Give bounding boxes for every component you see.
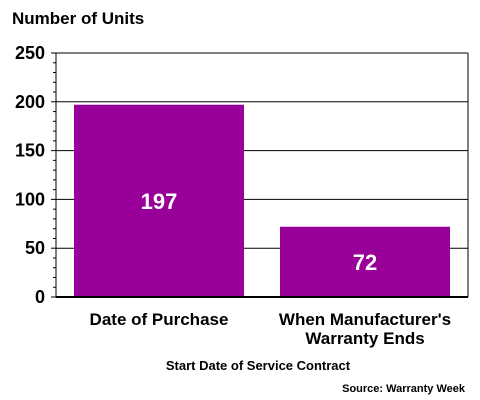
bars xyxy=(74,104,450,297)
x-category-labels: Date of Purchase When Manufacturer'sWarra… xyxy=(90,310,452,348)
y-tick-label: 200 xyxy=(15,92,45,112)
y-tick-label: 250 xyxy=(15,43,45,63)
y-tick-label: 0 xyxy=(35,287,45,307)
y-tick-label: 150 xyxy=(15,141,45,161)
data-label: 72 xyxy=(353,250,377,275)
x-category-label: When Manufacturer's xyxy=(279,310,451,329)
x-axis-title: Start Date of Service Contract xyxy=(166,358,351,373)
source-note: Source: Warranty Week xyxy=(342,383,466,395)
data-labels: 197 72 xyxy=(141,189,378,275)
y-tick-labels: 0 50 100 150 200 250 xyxy=(15,43,45,307)
y-tick-label: 50 xyxy=(25,238,45,258)
bar xyxy=(280,226,450,297)
y-tick-label: 100 xyxy=(15,189,45,209)
data-label: 197 xyxy=(141,189,178,214)
x-category-label: Warranty Ends xyxy=(305,329,424,348)
axes xyxy=(51,52,469,298)
bar xyxy=(74,104,244,297)
y-axis-title: Number of Units xyxy=(12,9,144,28)
x-category-label: Date of Purchase xyxy=(90,310,229,329)
